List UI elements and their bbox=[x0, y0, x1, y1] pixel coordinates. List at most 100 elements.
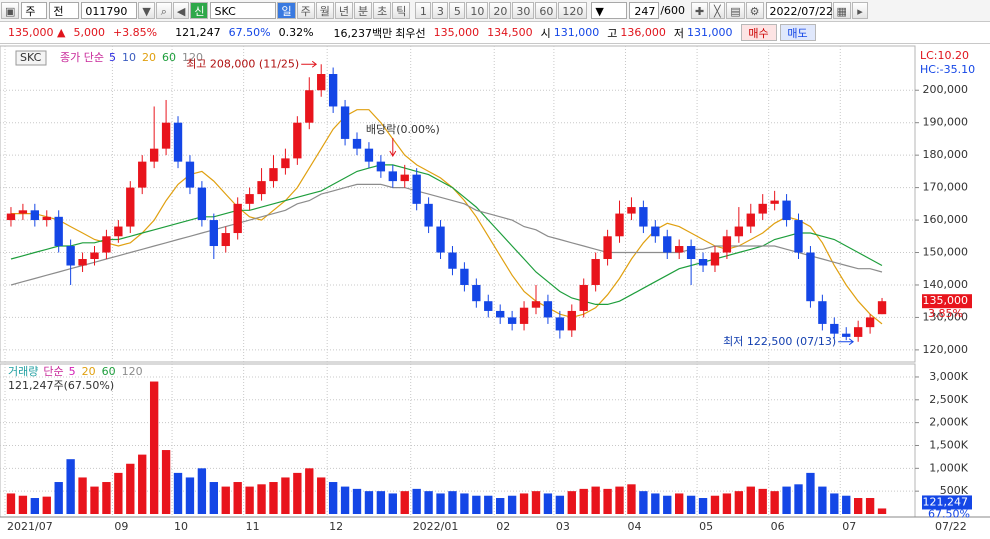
volume-bar bbox=[555, 495, 565, 514]
buy-button[interactable]: 매수 bbox=[740, 24, 777, 41]
volume-bar bbox=[663, 495, 672, 514]
volume-bar bbox=[806, 472, 815, 514]
toolbar-button[interactable]: 10 bbox=[466, 2, 489, 19]
x-tick-label: 10 bbox=[174, 520, 188, 533]
volume-bar bbox=[746, 486, 755, 514]
volume-bar bbox=[126, 463, 135, 514]
legend-box bbox=[15, 50, 47, 66]
candle-body bbox=[293, 122, 302, 159]
volume-bar bbox=[400, 491, 409, 514]
toolbar-button[interactable]: 년 bbox=[334, 2, 353, 19]
candle-body bbox=[484, 301, 493, 311]
toolbar-button[interactable]: 일 bbox=[277, 2, 296, 19]
ask: 135,000 bbox=[433, 26, 480, 39]
volume-bar bbox=[138, 454, 147, 514]
legend-entry: 10 bbox=[122, 51, 136, 64]
candle-body bbox=[698, 259, 708, 266]
legend-entry: 60 bbox=[102, 365, 116, 378]
open: 131,000 bbox=[553, 26, 600, 39]
toolbar-button[interactable]: 월 bbox=[315, 2, 334, 19]
low: 131,000 bbox=[687, 26, 733, 39]
badge[interactable]: 신 bbox=[190, 2, 209, 19]
volume-bar bbox=[185, 477, 195, 514]
toolbar-button[interactable]: 3 bbox=[432, 2, 449, 19]
toolbar-button[interactable]: 초 bbox=[373, 2, 392, 19]
volume-bar bbox=[496, 498, 505, 514]
code-input[interactable]: 011790 bbox=[81, 2, 138, 19]
code-dropdown[interactable]: ▼ bbox=[138, 2, 155, 19]
next-button[interactable]: ▸ bbox=[851, 2, 868, 19]
candle-body bbox=[555, 317, 565, 331]
amount: 16,237백만 bbox=[333, 26, 393, 40]
candle-body bbox=[400, 174, 409, 182]
rate: +3.85% bbox=[112, 26, 158, 39]
volume-bar bbox=[18, 495, 28, 514]
volume-bar bbox=[412, 488, 421, 514]
candle-body bbox=[842, 333, 851, 337]
toolbar-button[interactable]: 120 bbox=[558, 2, 588, 19]
toolbar-button[interactable]: 주 bbox=[296, 2, 315, 19]
scope-select[interactable]: 전 bbox=[49, 2, 80, 19]
volume-bar bbox=[352, 488, 362, 514]
toolbar-button[interactable]: 1 bbox=[415, 2, 432, 19]
candle-body bbox=[281, 158, 290, 169]
volume-bar bbox=[42, 496, 51, 514]
volume-bar bbox=[317, 477, 326, 514]
market-select[interactable]: 주 bbox=[21, 2, 48, 19]
toolbar-button[interactable]: 분 bbox=[353, 2, 373, 19]
date-input[interactable]: 2022/07/22 bbox=[765, 2, 833, 19]
volume-bar bbox=[257, 484, 266, 514]
volume-bar bbox=[734, 491, 744, 514]
sound-button[interactable]: ◀ bbox=[172, 2, 190, 19]
interval-select[interactable]: ▼ bbox=[591, 2, 628, 19]
candle-body bbox=[591, 259, 600, 285]
y-tick-label: 1,500K bbox=[929, 438, 968, 451]
sell-button[interactable]: 매도 bbox=[779, 24, 816, 41]
legend-entry: 120 bbox=[182, 51, 203, 64]
high-label: 고 bbox=[607, 26, 618, 40]
volume-bar bbox=[388, 493, 397, 514]
interval-buttons: 1 3 5 10 20 30 60 120 bbox=[414, 2, 588, 19]
candle-body bbox=[722, 236, 732, 253]
y-tick-label: 2,500K bbox=[929, 393, 968, 406]
candle-body bbox=[412, 174, 421, 204]
candle-body bbox=[472, 284, 481, 302]
last-volume: 121,247 bbox=[923, 495, 969, 508]
search-button[interactable]: ⌕ bbox=[155, 2, 172, 19]
volume-bar bbox=[340, 486, 350, 514]
candle-body bbox=[221, 233, 230, 247]
candle-body bbox=[245, 194, 254, 204]
candle-body bbox=[806, 252, 815, 302]
candle-body bbox=[794, 220, 803, 253]
volume-bar bbox=[173, 472, 183, 514]
x-tick-label: 11 bbox=[246, 520, 260, 533]
toolbar-button[interactable]: 60 bbox=[535, 2, 558, 19]
candle-body bbox=[675, 246, 684, 253]
toolbar-button[interactable]: 5 bbox=[449, 2, 466, 19]
calendar-button[interactable]: ▦ bbox=[832, 2, 851, 19]
tool-button[interactable]: ✚ bbox=[691, 2, 709, 19]
volume-bar bbox=[209, 482, 218, 514]
candle-body bbox=[734, 226, 744, 237]
low-label: 저 bbox=[673, 26, 685, 40]
toolbar-button[interactable]: 20 bbox=[489, 2, 512, 19]
volume-bar bbox=[770, 491, 779, 514]
toolbar-button[interactable]: 틱 bbox=[392, 2, 411, 19]
candle-body bbox=[6, 213, 16, 221]
count-input[interactable]: 247 bbox=[629, 2, 660, 19]
volume-bar bbox=[161, 450, 171, 514]
settings-button[interactable]: ⚙ bbox=[745, 2, 764, 19]
toolbar-button[interactable]: 30 bbox=[512, 2, 535, 19]
save-button[interactable]: ▤ bbox=[726, 2, 745, 19]
volume-bar bbox=[424, 491, 433, 514]
legend-entry: 20 bbox=[142, 51, 156, 64]
menu-button[interactable]: ▣ bbox=[1, 2, 20, 19]
candle-body bbox=[710, 252, 720, 266]
candle-body bbox=[448, 252, 457, 269]
tool-button[interactable]: ╳ bbox=[709, 2, 726, 19]
volume-bar bbox=[6, 493, 16, 514]
name-input[interactable]: SKC bbox=[210, 2, 277, 19]
volume-bar bbox=[865, 498, 875, 514]
candle-body bbox=[507, 317, 517, 324]
